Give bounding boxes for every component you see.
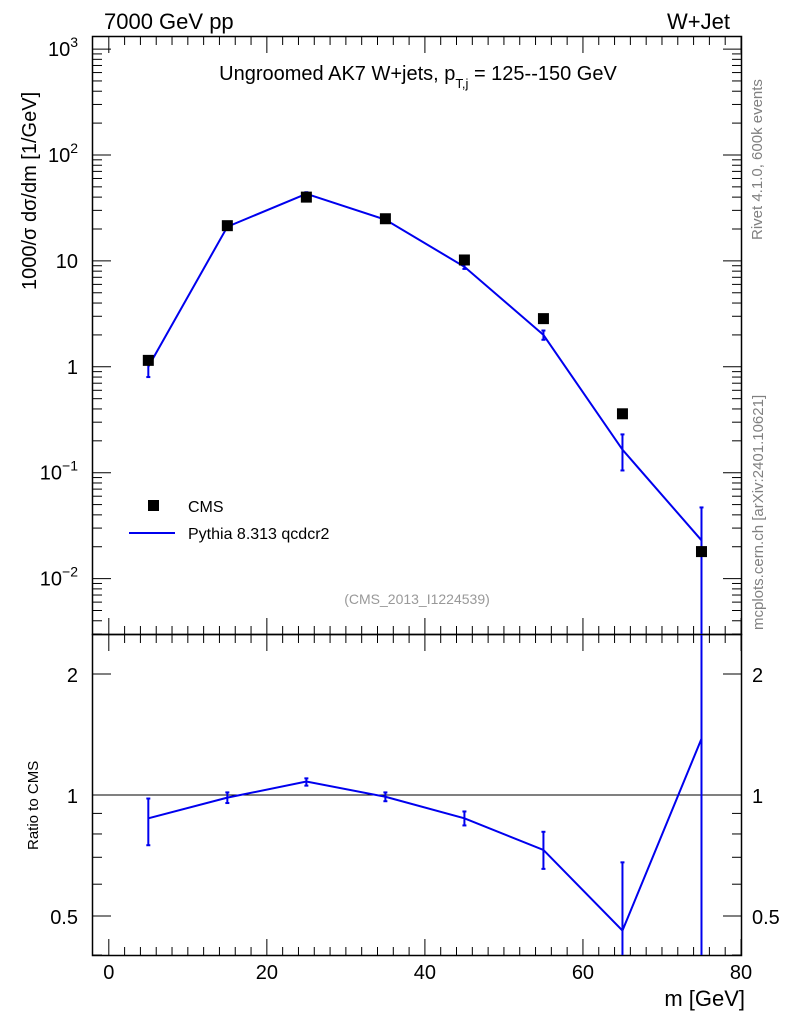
ratio-y-axis-label: Ratio to CMS	[25, 761, 42, 850]
y-tick-label-base: 10	[48, 145, 70, 167]
legend-cms-label: CMS	[188, 499, 224, 516]
ratio-y-tick-label: 2	[67, 665, 78, 687]
chart-title-main: Ungroomed AK7 W+jets, p	[219, 63, 455, 85]
main-marks	[142, 191, 707, 634]
legend-cms-marker	[148, 500, 159, 511]
ratio-panel-frame	[91, 633, 743, 957]
legend-mc-label: Pythia 8.313 qcdcr2	[188, 526, 330, 543]
rivet-label: Rivet 4.1.0, 600k events	[749, 79, 766, 240]
y-tick-label: 1	[67, 357, 78, 379]
y-tick-label: 103	[48, 34, 78, 61]
y-tick-label-exponent: 2	[70, 140, 78, 156]
y-tick-label-base: 1	[67, 357, 78, 379]
cms-data-point	[616, 408, 628, 420]
ratio-y-tick-label-right: 0.5	[752, 907, 780, 929]
y-tick-label-base: 10	[48, 39, 70, 61]
ratio-y-tick-label: 1	[67, 786, 78, 808]
process-label: W+Jet	[667, 9, 730, 34]
x-tick-label: 0	[103, 962, 114, 984]
y-tick-label-exponent: −2	[62, 564, 78, 580]
ratio-axis-ticks: 0 20 40 60 80 0.5 0.5 1 1 2 2	[50, 635, 780, 984]
y-tick-label-base: 10	[56, 251, 78, 273]
ratio-marks	[93, 635, 741, 955]
mcplots-label: mcplots.cern.ch [arXiv:2401.10621]	[750, 395, 767, 630]
x-tick-label: 20	[256, 962, 278, 984]
ratio-y-tick-label-right: 2	[752, 665, 763, 687]
ratio-y-tick-label-right: 1	[752, 786, 763, 808]
analysis-label: (CMS_2013_I1224539)	[344, 591, 490, 607]
cms-data-point	[379, 213, 391, 225]
legend: CMS Pythia 8.313 qcdcr2	[129, 499, 330, 543]
y-tick-label-exponent: 3	[70, 34, 78, 50]
cms-data-point	[300, 191, 312, 203]
cms-data-point	[537, 313, 549, 325]
chart-title: Ungroomed AK7 W+jets, pT,j = 125--150 Ge…	[219, 63, 617, 91]
cms-data-point	[142, 354, 154, 366]
y-tick-label-exponent: −1	[62, 458, 78, 474]
x-tick-label: 40	[414, 962, 436, 984]
cms-data-point	[695, 546, 707, 558]
x-tick-label: 60	[572, 962, 594, 984]
energy-label: 7000 GeV pp	[104, 9, 234, 34]
y-tick-label: 10	[56, 251, 78, 273]
y-tick-label-base: 10	[40, 463, 62, 485]
main-panel-frame	[91, 35, 743, 636]
chart-title-subscript: T,j	[455, 76, 468, 91]
y-tick-label-base: 10	[40, 569, 62, 591]
y-tick-label: 10−2	[40, 564, 78, 591]
main-y-axis-label: 1000/σ dσ/dm [1/GeV]	[19, 92, 41, 290]
mc-series-line	[147, 192, 703, 541]
ratio-series-line	[148, 738, 703, 933]
y-tick-label: 10−1	[40, 458, 78, 485]
x-axis-label: m [GeV]	[664, 986, 745, 1011]
cms-data-point	[221, 220, 233, 232]
cms-data-point	[458, 254, 470, 266]
x-tick-label: 80	[730, 962, 752, 984]
chart-title-tail: = 125--150 GeV	[468, 63, 617, 85]
y-tick-label: 102	[48, 140, 78, 167]
ratio-y-tick-label: 0.5	[50, 907, 78, 929]
